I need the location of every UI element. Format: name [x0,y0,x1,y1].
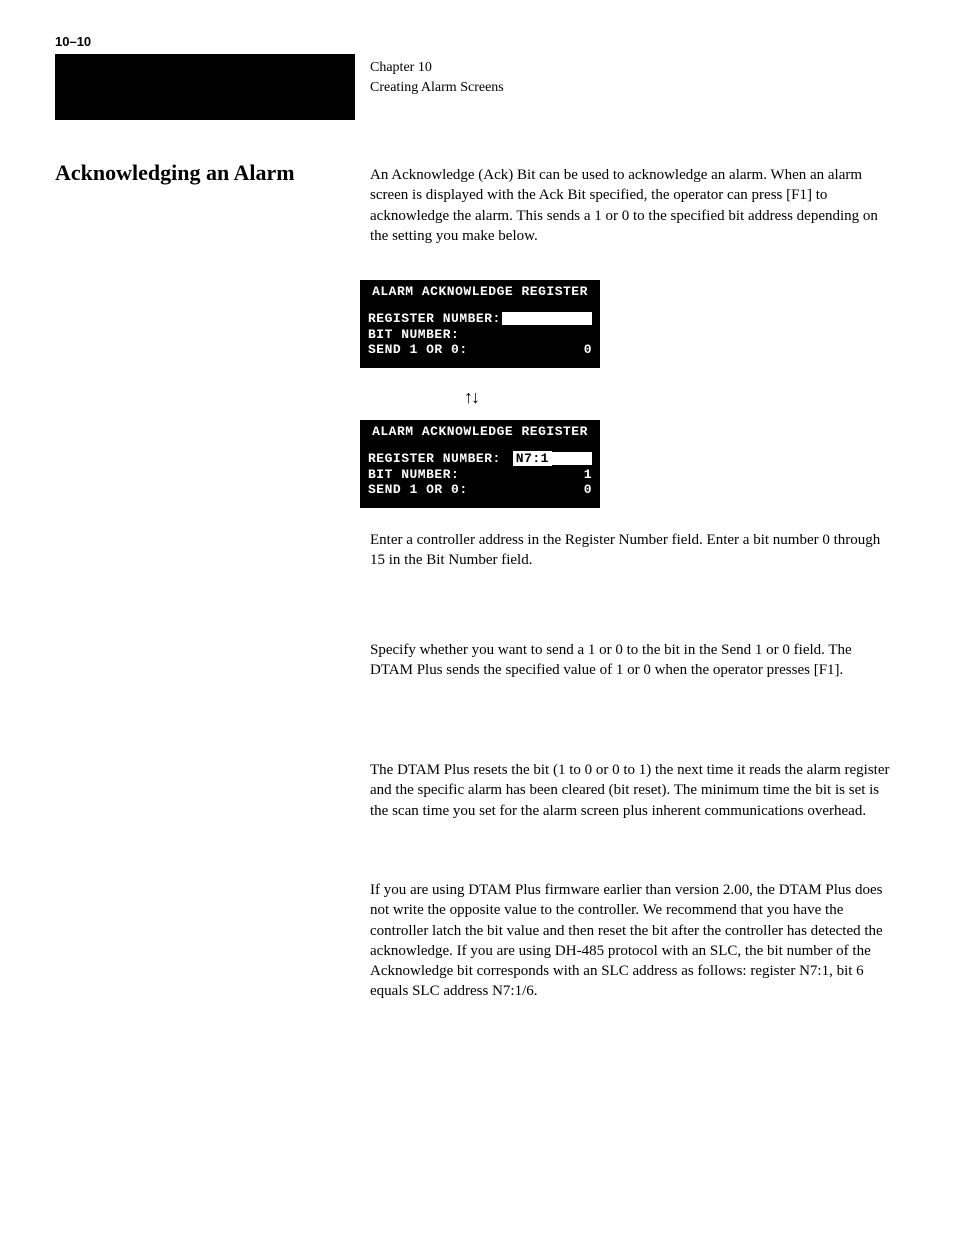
terminal-screenshot-1: ALARM ACKNOWLEDGE REGISTER REGISTER NUMB… [360,280,600,368]
input-highlight [502,312,592,325]
body-paragraph-5: If you are using DTAM Plus firmware earl… [370,880,890,1002]
body-paragraph-1: An Acknowledge (Ack) Bit can be used to … [370,165,890,246]
terminal-row: SEND 1 OR 0: 0 [368,342,592,358]
row-value: N7:1 [513,451,592,467]
row-value [502,311,592,327]
row-label: BIT NUMBER: [368,467,459,483]
header-black-block [55,54,355,120]
row-label: SEND 1 OR 0: [368,482,468,498]
row-label: REGISTER NUMBER: [368,451,501,467]
terminal-title: ALARM ACKNOWLEDGE REGISTER [368,424,592,439]
body-paragraph-3: Specify whether you want to send a 1 or … [370,640,890,681]
terminal-title: ALARM ACKNOWLEDGE REGISTER [368,284,592,299]
section-heading: Acknowledging an Alarm [55,160,295,186]
row-value [532,327,592,343]
input-value: N7:1 [513,451,552,466]
terminal-row: SEND 1 OR 0: 0 [368,482,592,498]
row-value: 0 [532,482,592,498]
terminal-screenshot-2: ALARM ACKNOWLEDGE REGISTER REGISTER NUMB… [360,420,600,508]
body-paragraph-4: The DTAM Plus resets the bit (1 to 0 or … [370,760,890,821]
terminal-row: BIT NUMBER: [368,327,592,343]
chapter-subtitle: Creating Alarm Screens [370,80,504,96]
terminal-row: REGISTER NUMBER: [368,311,592,327]
terminal-row: BIT NUMBER: 1 [368,467,592,483]
input-tail-highlight [552,452,592,465]
row-label: REGISTER NUMBER: [368,311,501,327]
up-down-arrows-icon: ↑↓ [464,387,478,408]
terminal-row: REGISTER NUMBER: N7:1 [368,451,592,467]
row-value: 1 [532,467,592,483]
chapter-label: Chapter 10 [370,60,432,76]
page: 10–10 Chapter 10 Creating Alarm Screens … [0,0,954,1235]
row-label: SEND 1 OR 0: [368,342,468,358]
body-paragraph-2: Enter a controller address in the Regist… [370,530,890,571]
page-number: 10–10 [55,34,91,49]
row-label: BIT NUMBER: [368,327,459,343]
row-value: 0 [532,342,592,358]
